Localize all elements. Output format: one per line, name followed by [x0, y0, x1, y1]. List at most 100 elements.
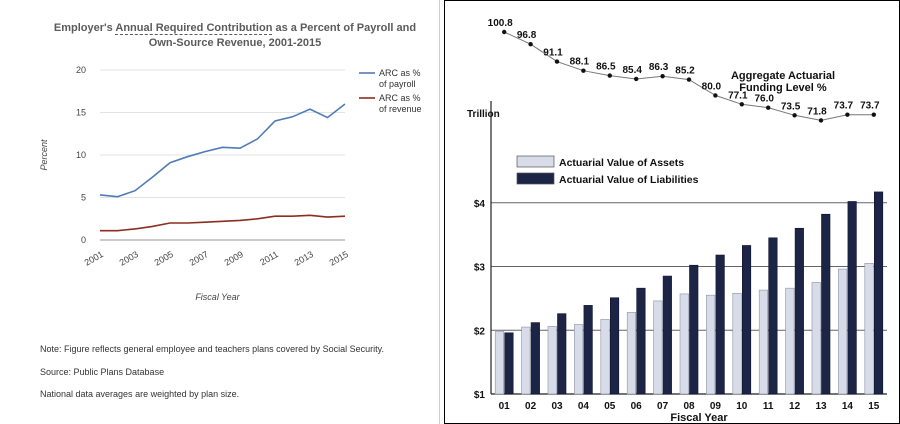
funding-level-data-label: 73.5: [781, 101, 801, 112]
legend-label: Actuarial Value of Assets: [559, 157, 684, 169]
funding-level-data-label: 73.7: [860, 101, 880, 112]
y-tick-label: 0: [81, 235, 86, 245]
funding-level-data-label: 96.8: [517, 30, 537, 41]
funding-level-data-label: 86.5: [596, 62, 616, 73]
x-tick-label: 12: [789, 401, 801, 412]
left-chart-title-line1: Employer's Annual Required Contribution …: [40, 22, 430, 35]
right-bar-chart: $1 $2 $3 $4 Trillion 01 02 03 04 05 06 07 08 09 10 11 12…: [467, 18, 887, 423]
funding-level-data-label: 86.3: [649, 62, 669, 73]
assets-bar: [653, 300, 663, 395]
x-tick-label: 02: [525, 401, 537, 412]
x-tick-label: 08: [683, 401, 695, 412]
liabilities-bar: [821, 213, 831, 395]
funding-level-point: [528, 42, 533, 47]
x-tick-label: 05: [604, 401, 616, 412]
funding-level-data-label: 85.2: [675, 66, 695, 77]
x-tick-label: 01: [499, 401, 511, 412]
x-tick-label: 2007: [188, 249, 210, 268]
series-line: [99, 103, 346, 198]
x-tick-label: 14: [842, 401, 854, 412]
funding-level-data-label: 77.1: [728, 90, 748, 101]
assets-bar: [679, 293, 689, 395]
title-link-arc[interactable]: Annual Required Contribution: [115, 22, 273, 35]
x-tick-label: 03: [551, 401, 563, 412]
x-tick-label: 2003: [118, 249, 140, 268]
funding-level-point: [818, 118, 824, 123]
funding-level-label: Aggregate Actuarial: [731, 70, 835, 82]
legend-label: ARC as %: [379, 68, 421, 78]
legend-swatch: [516, 172, 555, 185]
assets-bar: [600, 319, 610, 395]
x-tick-label: 2011: [258, 249, 280, 267]
assets-bar: [811, 282, 821, 395]
liabilities-bar: [530, 322, 540, 395]
funding-level-data-label: 100.8: [488, 18, 513, 29]
series-line: [100, 214, 346, 232]
y-tick-label: $4: [474, 199, 486, 210]
x-axis-label: Fiscal Year: [195, 292, 240, 302]
assets-bar: [732, 292, 742, 395]
y-axis-label: Percent: [39, 139, 49, 171]
liabilities-bar: [557, 313, 567, 395]
x-tick-label: 2009: [223, 249, 245, 268]
x-tick-label: 09: [710, 401, 722, 412]
liabilities-bar: [715, 254, 725, 395]
liabilities-bar: [504, 332, 514, 395]
legend-label: Actuarial Value of Liabilities: [559, 174, 699, 186]
x-tick-label: 06: [631, 401, 643, 412]
y-tick-label: 20: [76, 65, 86, 75]
legend-label: of payroll: [379, 79, 416, 89]
x-tick-label: 10: [736, 401, 748, 412]
x-tick-label: 2015: [328, 249, 350, 268]
funding-level-point: [634, 76, 639, 82]
funding-level-point: [713, 93, 718, 98]
funding-level-data-label: 85.4: [622, 65, 642, 76]
assets-bar: [864, 263, 874, 395]
title-prefix: Employer's: [53, 22, 116, 34]
right-panel: $1 $2 $3 $4 Trillion 01 02 03 04 05 06 07 08 09 10 11 12…: [444, 0, 900, 424]
legend-label: ARC as %: [379, 93, 421, 103]
chart-note: Note: Figure reflects general employee a…: [40, 344, 385, 354]
funding-level-point: [502, 29, 507, 35]
liabilities-bar: [662, 275, 672, 395]
funding-level-point: [739, 102, 744, 107]
funding-level-data-label: 88.1: [570, 57, 590, 68]
legend-swatch: [516, 155, 555, 168]
assets-bar: [574, 324, 584, 395]
funding-level-point: [871, 112, 876, 117]
left-line-chart: 0 5 10 15 20 2001 2003 2005 2007 2009 2011 2013 2015…: [39, 65, 422, 302]
funding-level-point: [845, 112, 850, 117]
assets-bar: [494, 331, 505, 395]
chart-source: Source: Public Plans Database: [40, 367, 165, 377]
x-tick-label: 2001: [83, 249, 105, 268]
y-tick-label: 10: [76, 150, 86, 160]
assets-bar: [838, 268, 848, 395]
funding-level-point: [766, 105, 771, 110]
left-chart-title-line2: Own-Source Revenue, 2001-2015: [148, 37, 322, 49]
x-tick-label: 15: [868, 401, 880, 412]
assets-bar: [706, 294, 716, 395]
liabilities-bar: [768, 237, 778, 395]
funding-level-point: [607, 73, 612, 78]
funding-level-data-label: 73.7: [834, 101, 854, 112]
liabilities-bar: [873, 191, 884, 395]
assets-bar: [521, 326, 531, 395]
liabilities-bar: [689, 264, 699, 395]
y-tick-label: $1: [474, 390, 486, 401]
funding-level-data-label: 76.0: [754, 94, 774, 105]
funding-level-point: [554, 59, 560, 64]
assets-bar: [626, 312, 636, 395]
liabilities-bar: [610, 297, 620, 395]
funding-level-data-label: 71.8: [807, 106, 827, 117]
funding-level-data-label: 80.0: [702, 81, 722, 92]
x-tick-label: 13: [815, 401, 827, 412]
assets-bar: [547, 326, 557, 395]
left-panel: Employer's Annual Required Contribution …: [0, 0, 440, 424]
x-tick-label: 04: [578, 401, 590, 412]
assets-bar: [785, 287, 795, 395]
legend-label: of revenue: [379, 104, 422, 114]
funding-level-point: [686, 77, 692, 82]
assets-bar: [758, 289, 769, 395]
x-tick-label: 2005: [153, 249, 175, 268]
y-tick-label: $2: [474, 326, 486, 337]
